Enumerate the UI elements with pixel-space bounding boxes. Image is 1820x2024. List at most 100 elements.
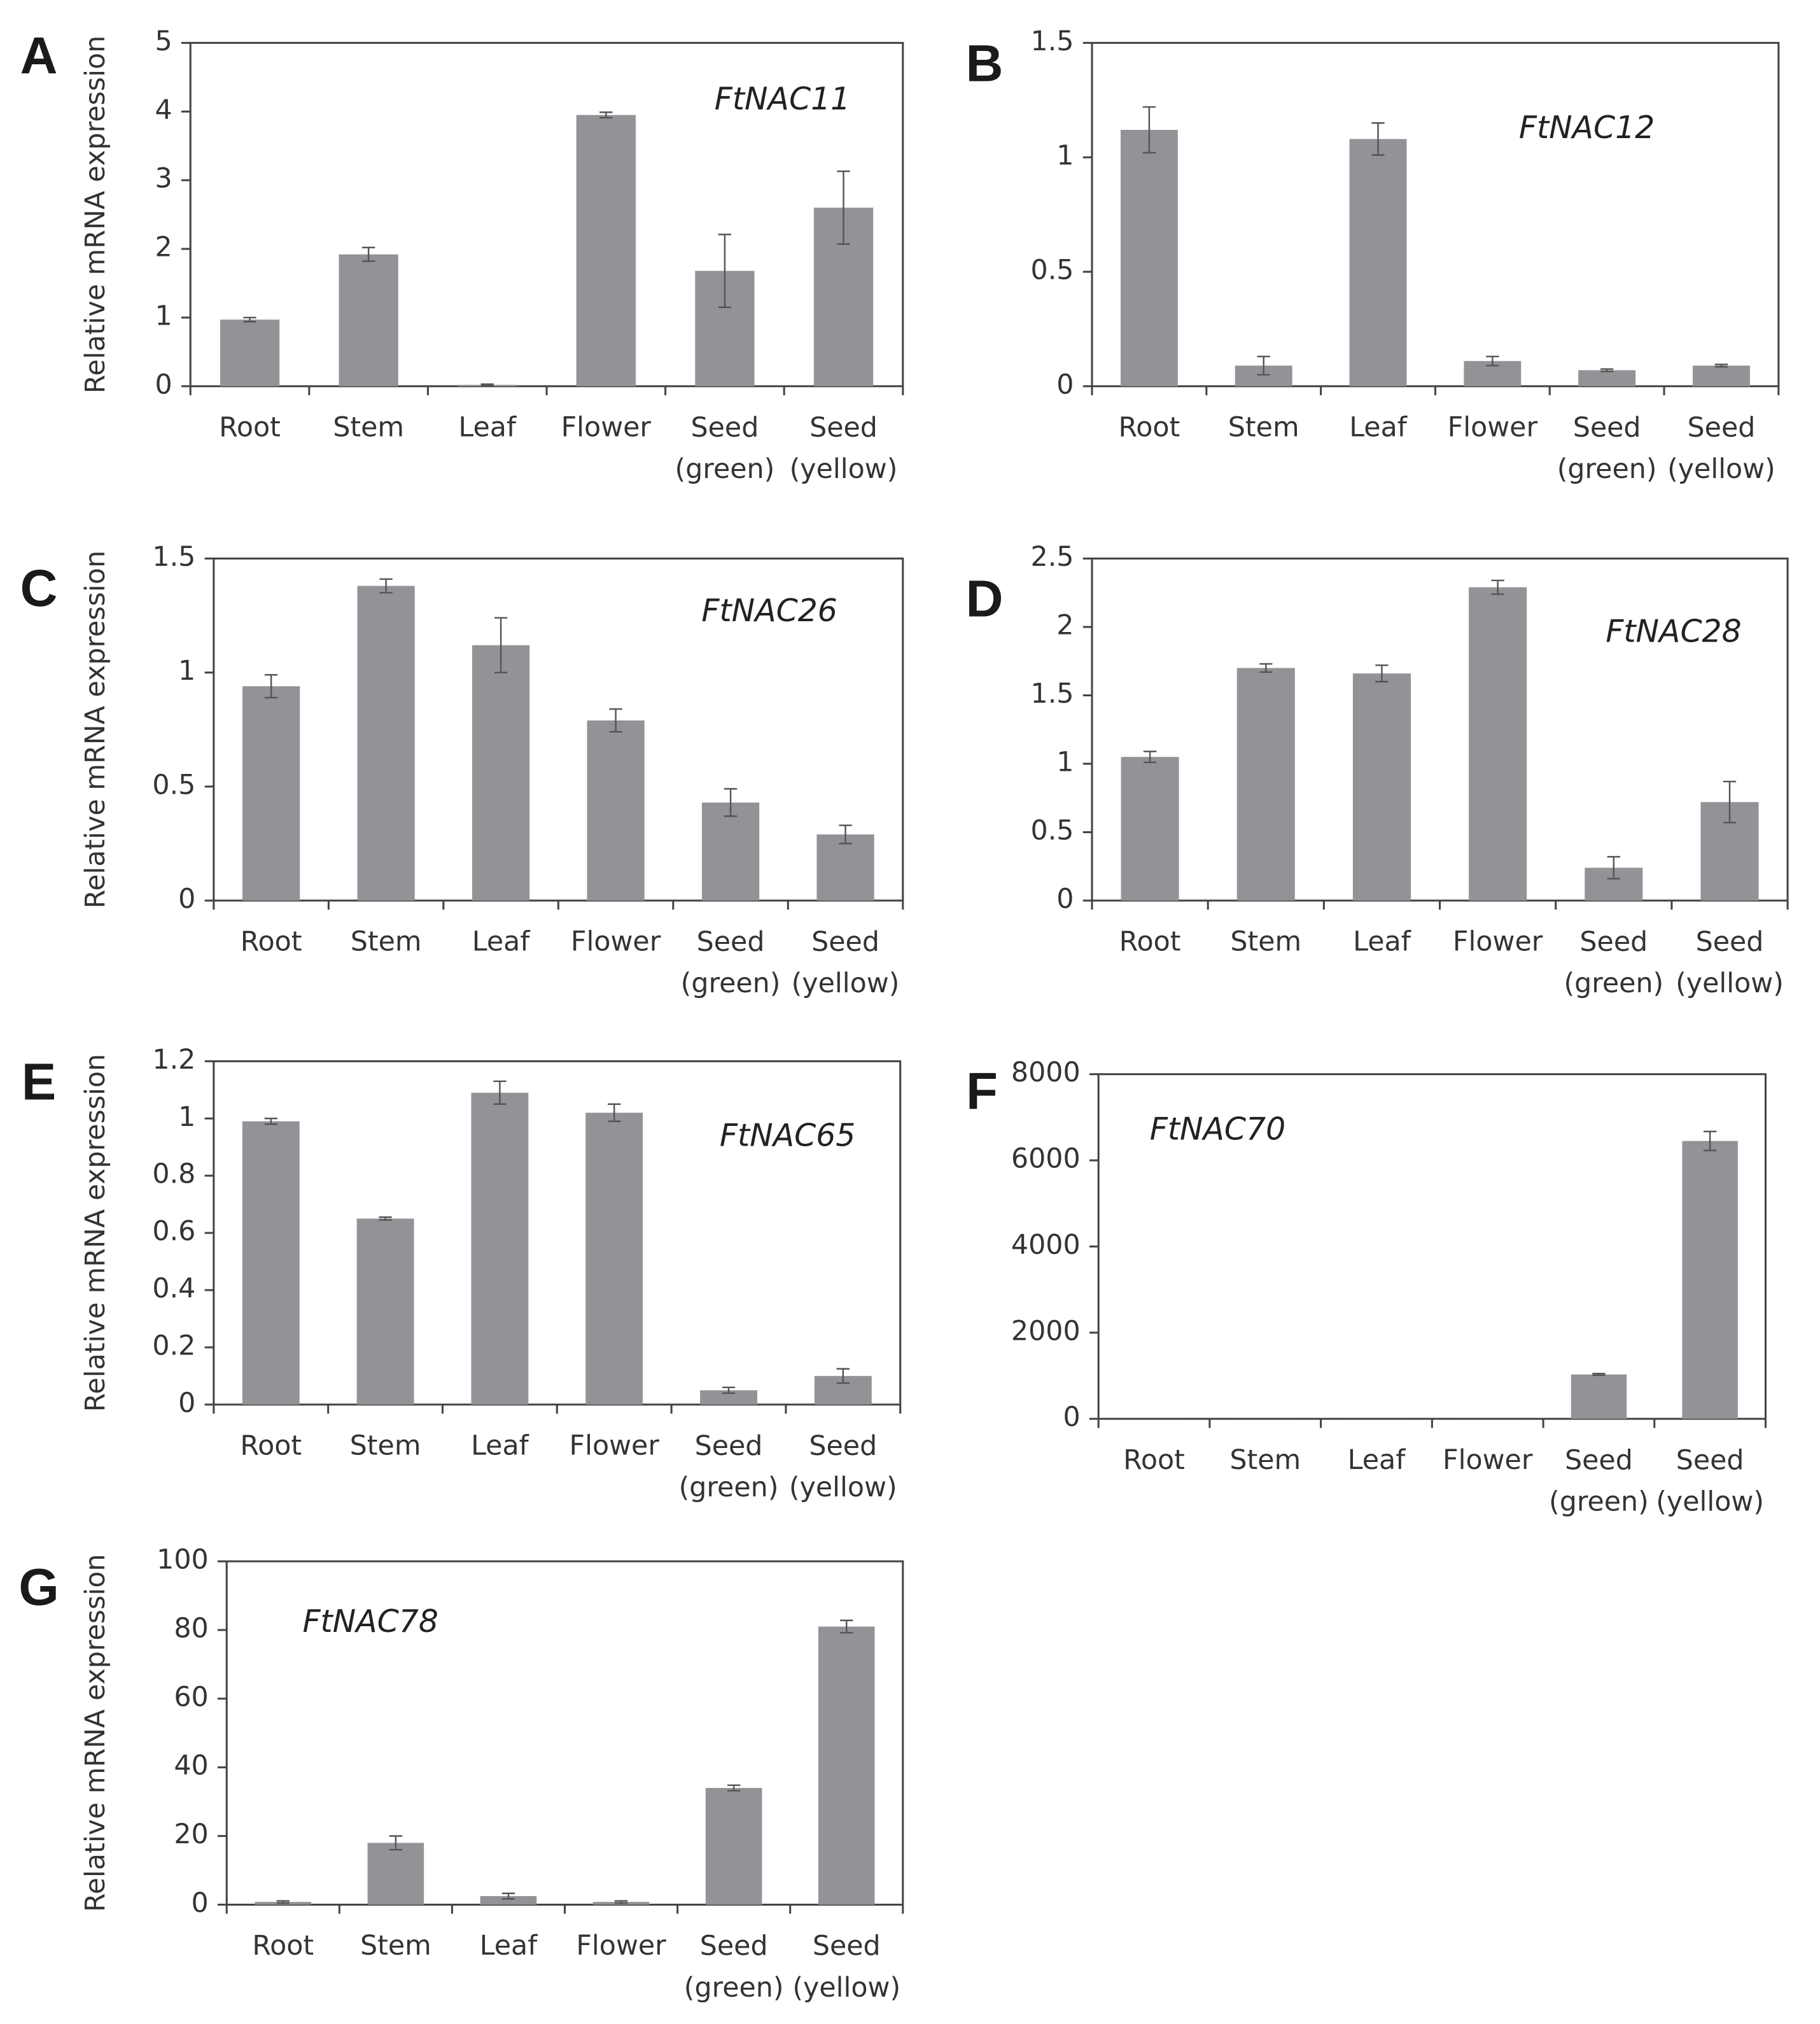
y-tick-label: 8000	[1011, 1057, 1081, 1088]
error-bar	[501, 1892, 515, 1900]
y-tick-label: 0.6	[152, 1216, 195, 1247]
x-tick-label: Flower	[1453, 926, 1543, 958]
y-tick-label: 0.5	[1031, 815, 1074, 847]
panel: E FtNAC65 Relative mRNA expression 0 0.2 0.4 0…	[22, 1044, 902, 1503]
bar	[1682, 1141, 1738, 1419]
y-axis-label: Relative mRNA expression	[80, 36, 111, 394]
x-tick-label: Root	[241, 926, 302, 958]
x-tick-label: Leaf	[1353, 926, 1411, 958]
y-tick-label: 2	[155, 232, 172, 264]
y-tick-label: 6000	[1011, 1143, 1081, 1175]
x-tick-label: Stem	[350, 1430, 421, 1461]
error-bar	[264, 674, 278, 699]
error-bar	[1371, 122, 1385, 156]
gene-title: FtNAC78	[302, 1603, 438, 1640]
bar	[587, 720, 645, 901]
bar	[1236, 668, 1295, 901]
x-tick-label: Stem	[333, 411, 404, 443]
x-tick-label: Leaf	[1348, 1444, 1406, 1476]
x-tick-label: Root	[1123, 1444, 1185, 1476]
y-tick-label: 0.4	[152, 1272, 195, 1304]
error-bar	[379, 1216, 392, 1221]
error-bar	[609, 708, 622, 733]
error-bar	[1703, 1130, 1717, 1151]
x-tick-label: Leaf	[472, 926, 531, 958]
panel-letter: G	[18, 1558, 59, 1616]
y-tick-label: 80	[174, 1612, 208, 1644]
gene-title: FtNAC28	[1606, 614, 1741, 650]
y-tick-label: 0.5	[152, 769, 195, 801]
bar	[585, 1113, 643, 1405]
x-tick-label: Leaf	[480, 1930, 538, 1962]
error-bar	[836, 1368, 850, 1384]
bar	[367, 1843, 424, 1905]
y-tick-label: 1	[1056, 140, 1074, 172]
panel-letter: B	[966, 35, 1004, 93]
gene-title: FtNAC70	[1150, 1111, 1285, 1147]
panel: D FtNAC28 0 0.5 1 1.5 2 2.5 Root Stem Leaf Flower Se…	[966, 541, 1789, 999]
bar	[356, 1218, 414, 1405]
error-bar	[1142, 106, 1156, 154]
x-tick-label: Flower	[561, 411, 652, 443]
error-bar	[1600, 368, 1614, 372]
y-tick-label: 1	[1056, 746, 1074, 778]
error-bar	[1259, 663, 1273, 673]
error-bar	[727, 1784, 741, 1792]
y-tick-label: 20	[174, 1818, 208, 1850]
y-tick-label: 5	[155, 25, 172, 57]
bar	[1578, 370, 1636, 386]
error-bar	[493, 1080, 507, 1106]
plot-frame	[1091, 41, 1780, 388]
y-tick-label: 1	[155, 300, 172, 332]
x-tick-label: Stem	[351, 926, 422, 958]
y-tick-label: 1.5	[1031, 25, 1074, 57]
error-bar	[1714, 363, 1728, 368]
y-tick-label: 0	[178, 1387, 195, 1419]
error-bar	[1257, 355, 1270, 376]
y-tick-label: 0	[1056, 369, 1074, 400]
y-tick-label: 0	[1063, 1402, 1080, 1433]
error-bar	[837, 170, 850, 245]
bar	[705, 1788, 762, 1905]
bar	[576, 115, 636, 386]
plot-frame	[213, 1060, 902, 1406]
y-tick-label: 1.2	[152, 1044, 195, 1076]
y-axis-label: Relative mRNA expression	[80, 1554, 111, 1913]
x-tick-label: Seed (yellow)	[792, 1930, 900, 2003]
x-tick-label: Seed (yellow)	[1676, 926, 1784, 999]
bar	[1469, 587, 1527, 901]
error-bar	[1723, 780, 1737, 824]
y-tick-label: 1	[178, 655, 195, 687]
panel-letter: A	[20, 27, 58, 85]
y-tick-label: 1	[178, 1101, 195, 1133]
error-bar	[379, 578, 393, 594]
y-tick-label: 1.5	[1031, 678, 1074, 710]
error-bar	[718, 234, 732, 308]
x-tick-label: Root	[1119, 926, 1181, 958]
x-tick-label: Seed (yellow)	[792, 926, 900, 999]
bar	[1693, 365, 1750, 386]
bar	[242, 1121, 300, 1405]
panel-letter: F	[966, 1062, 998, 1120]
x-tick-label: Stem	[1230, 926, 1301, 958]
panel: A FtNAC11 Relative mRNA expression 0 1 2 3 4 5 Ro…	[20, 25, 904, 485]
x-tick-label: Leaf	[471, 1430, 529, 1461]
error-bar	[614, 1900, 628, 1904]
y-axis-label: Relative mRNA expression	[80, 551, 111, 909]
bar	[220, 320, 280, 386]
bar	[701, 802, 760, 901]
y-tick-label: 0	[1056, 883, 1074, 915]
panel: F FtNAC70 0 2000 4000 6000 8000 Root Stem Leaf Flo…	[966, 1057, 1767, 1517]
y-tick-label: 0.8	[152, 1158, 195, 1190]
bar	[1349, 139, 1407, 386]
bar	[1352, 673, 1411, 901]
y-tick-label: 4000	[1011, 1229, 1081, 1261]
y-tick-label: 100	[157, 1544, 209, 1576]
y-tick-label: 3	[155, 163, 172, 195]
y-axis-label: Relative mRNA expression	[80, 1054, 111, 1412]
x-tick-label: Leaf	[458, 411, 517, 443]
x-tick-label: Flower	[569, 1430, 659, 1461]
x-tick-label: Seed (yellow)	[1667, 411, 1775, 484]
